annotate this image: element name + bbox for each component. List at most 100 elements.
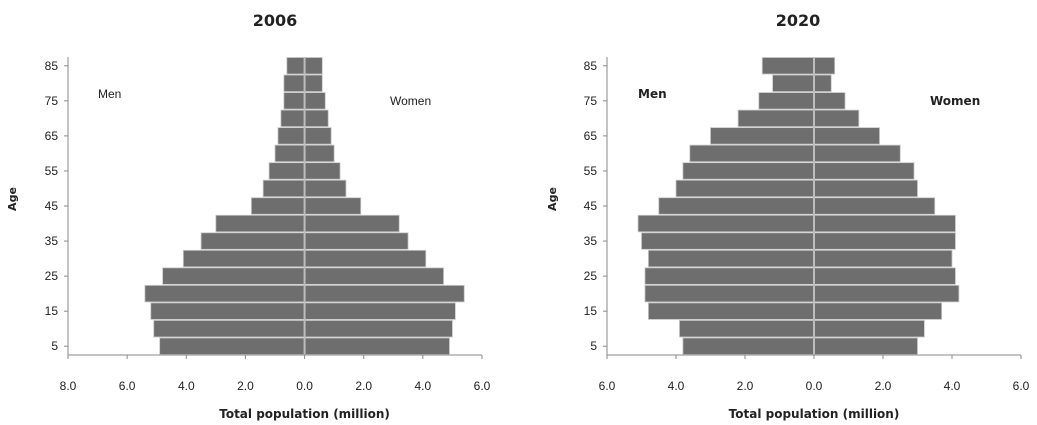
y-tick-label: 55	[584, 164, 598, 178]
bar-women-age-35	[813, 232, 956, 250]
y-tick-label: 35	[584, 234, 598, 248]
bar-women-age-50	[304, 179, 347, 198]
bar-women-age-50	[813, 179, 918, 198]
x-tick-label: 2.0	[737, 379, 754, 393]
bar-men-age-50	[262, 179, 305, 198]
bar-men-age-45	[658, 197, 815, 215]
y-tick-label: 5	[590, 339, 597, 353]
bar-men-age-40	[637, 214, 815, 233]
bar-women-age-60	[304, 144, 335, 163]
bar-men-age-20	[144, 284, 305, 303]
bar-women-age-40	[813, 214, 956, 233]
bar-women-age-5	[813, 337, 918, 355]
bar-men-age-35	[200, 232, 305, 250]
y-tick-label: 85	[584, 59, 598, 73]
annotation-women: Women	[930, 94, 980, 108]
bar-women-age-5	[304, 337, 450, 355]
y-tick-label: 25	[45, 269, 59, 283]
y-tick-label: 5	[51, 339, 58, 353]
bar-women-age-55	[304, 162, 341, 180]
x-tick-label: 8.0	[60, 379, 77, 393]
annotation-men: Men	[98, 87, 121, 101]
bar-women-age-20	[813, 284, 960, 303]
bar-women-age-65	[304, 127, 332, 145]
chart-title: 2020	[776, 11, 821, 30]
bar-men-age-75	[283, 92, 305, 110]
bar-men-age-55	[682, 162, 815, 180]
bar-men-age-20	[644, 284, 815, 303]
bar-women-age-65	[813, 127, 880, 145]
bar-women-age-35	[304, 232, 409, 250]
y-tick-label: 45	[584, 199, 598, 213]
bar-men-age-15	[648, 302, 815, 320]
x-tick-label: 6.0	[119, 379, 136, 393]
bar-women-age-40	[304, 214, 400, 233]
x-tick-label: 2.0	[875, 379, 892, 393]
bar-women-age-10	[304, 320, 453, 338]
y-tick-label: 85	[45, 59, 59, 73]
bar-men-age-75	[758, 92, 815, 110]
bar-men-age-85	[761, 57, 815, 75]
y-tick-label: 35	[45, 234, 59, 248]
x-tick-label: 6.0	[599, 379, 616, 393]
y-axis-label: Age	[546, 187, 559, 211]
pyramid-2020: 2020 5 15 25 35 45 55 65 75 85 6.0 4.0 2.0 0.0 2.0 4.0 6…	[546, 11, 1030, 421]
bar-men-age-30	[182, 249, 305, 268]
bar-women-age-80	[813, 74, 832, 92]
bar-men-age-65	[277, 127, 305, 145]
bar-women-age-30	[813, 249, 953, 268]
x-tick-label: 0.0	[296, 379, 313, 393]
y-tick-label: 75	[584, 94, 598, 108]
bar-women-age-45	[813, 197, 936, 215]
bar-men-age-80	[283, 74, 305, 92]
x-tick-label: 4.0	[178, 379, 195, 393]
bar-men-age-15	[150, 302, 305, 320]
x-tick-label: 4.0	[668, 379, 685, 393]
bar-men-age-85	[286, 57, 305, 75]
x-tick-label: 6.0	[474, 379, 491, 393]
y-tick-label: 55	[45, 164, 59, 178]
x-tick-label: 4.0	[944, 379, 961, 393]
bar-men-age-30	[648, 249, 815, 268]
bar-men-age-10	[679, 320, 815, 338]
bar-men-age-70	[280, 109, 305, 128]
bar-men-age-60	[274, 144, 305, 163]
bar-men-age-60	[689, 144, 815, 163]
bar-women-age-10	[813, 320, 925, 338]
chart-title: 2006	[253, 11, 298, 30]
y-axis-label: Age	[6, 187, 19, 211]
bar-women-age-25	[813, 267, 956, 285]
bar-men-age-25	[162, 267, 305, 285]
x-axis-label: Total population (million)	[219, 407, 390, 421]
bar-men-age-25	[644, 267, 815, 285]
y-tick-label: 15	[584, 304, 598, 318]
x-tick-label: 2.0	[355, 379, 372, 393]
bar-women-age-15	[304, 302, 456, 320]
bar-women-age-15	[813, 302, 943, 320]
bar-women-age-55	[813, 162, 915, 180]
bar-women-age-45	[304, 197, 362, 215]
bar-men-age-40	[215, 214, 305, 233]
bar-women-age-80	[304, 74, 323, 92]
y-tick-label: 25	[584, 269, 598, 283]
x-axis-label: Total population (million)	[729, 407, 900, 421]
y-tick-label: 75	[45, 94, 59, 108]
bar-women-age-30	[304, 249, 427, 268]
bar-men-age-45	[250, 197, 305, 215]
bar-men-age-5	[682, 337, 815, 355]
bar-men-age-10	[153, 320, 305, 338]
x-tick-label: 6.0	[1013, 379, 1030, 393]
bar-men-age-50	[675, 179, 815, 198]
y-tick-label: 65	[45, 129, 59, 143]
annotation-men: Men	[638, 87, 667, 101]
y-tick-label: 65	[584, 129, 598, 143]
bar-men-age-70	[737, 109, 815, 128]
bar-women-age-85	[304, 57, 323, 75]
bar-women-age-75	[813, 92, 846, 110]
bar-women-age-20	[304, 284, 465, 303]
bar-men-age-80	[772, 74, 815, 92]
bar-women-age-85	[813, 57, 836, 75]
x-tick-label: 0.0	[806, 379, 823, 393]
bar-men-age-65	[710, 127, 815, 145]
